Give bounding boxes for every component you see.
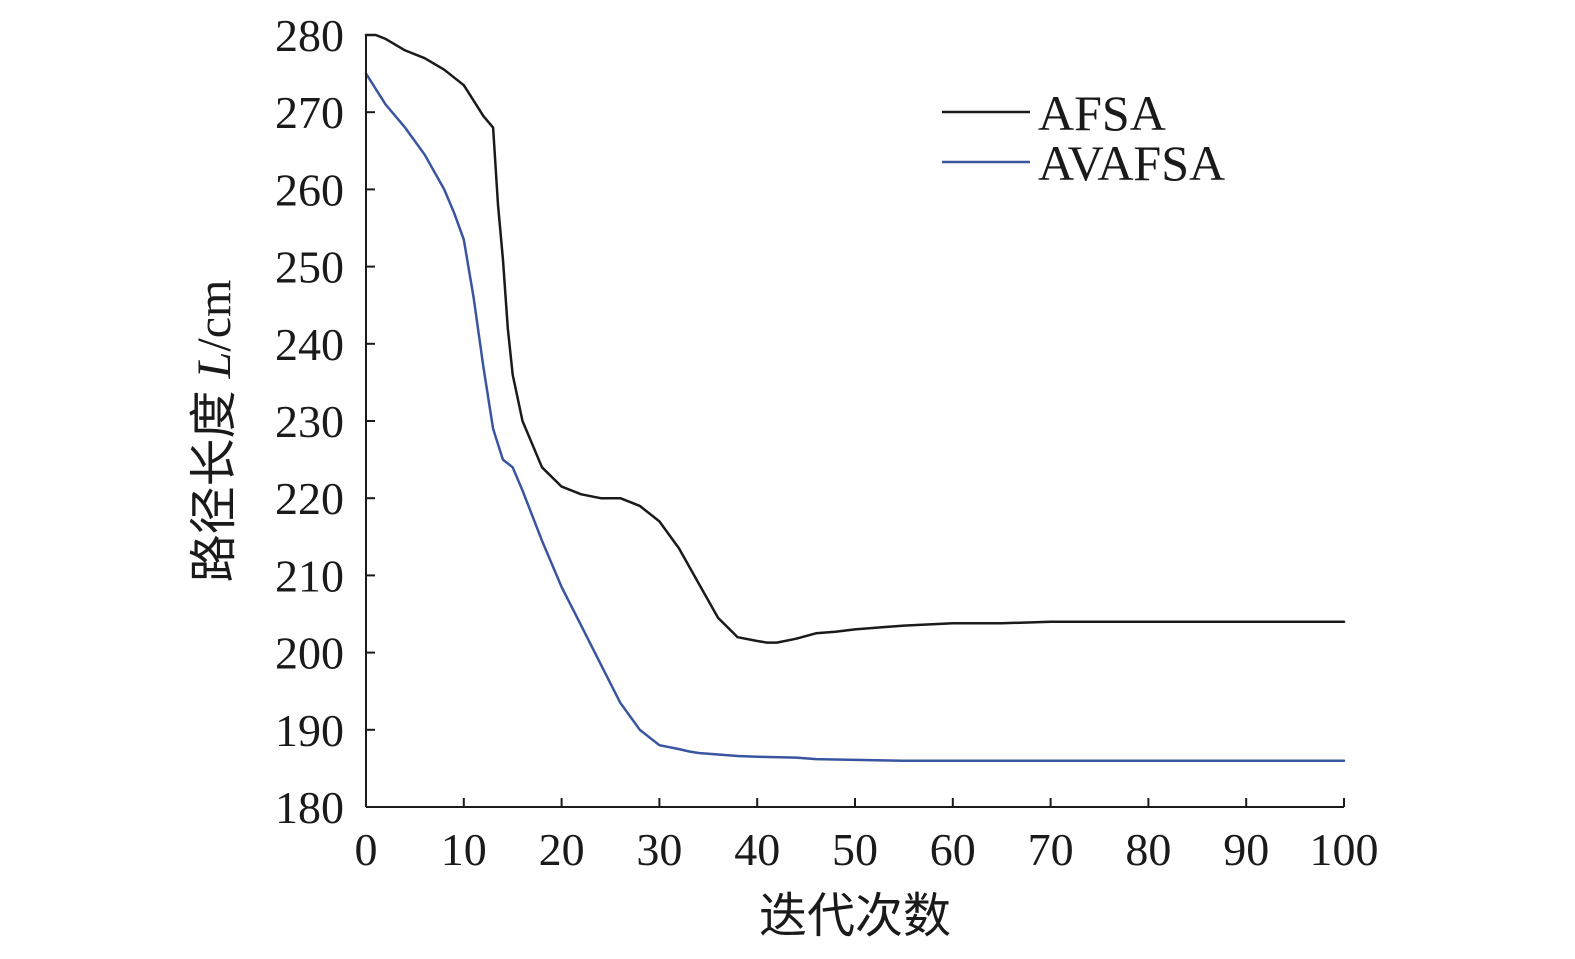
x-tick-label: 30 (636, 824, 682, 875)
x-tick-label: 100 (1310, 824, 1379, 875)
x-tick-label: 40 (734, 824, 780, 875)
x-tick-label: 70 (1028, 824, 1074, 875)
y-tick-label: 240 (275, 319, 344, 370)
x-axis-title: 迭代次数 (759, 890, 951, 943)
y-axis-title-text: 路径长度 (188, 378, 241, 582)
y-tick-label: 270 (275, 87, 344, 138)
y-tick-label: 250 (275, 242, 344, 293)
y-tick-label: 190 (275, 705, 344, 756)
y-tick-label: 210 (275, 550, 344, 601)
y-ticks: 180 190 200 210 220 230 240 250 260 270 280 (275, 10, 375, 833)
y-tick-label: 280 (275, 10, 344, 61)
legend-label: AFSA (1038, 85, 1166, 141)
y-axis-title: 路径长度 L/cm (188, 280, 241, 583)
series-layer (364, 33, 1346, 762)
y-tick-label: 260 (275, 164, 344, 215)
y-tick-label: 200 (275, 628, 344, 679)
series-line-avafsa (364, 72, 1346, 762)
y-tick-label: 180 (275, 782, 344, 833)
x-tick-label: 10 (441, 824, 487, 875)
series-line-afsa (364, 33, 1346, 644)
x-tick-label: 80 (1125, 824, 1171, 875)
y-tick-label: 230 (275, 396, 344, 447)
legend-label: AVAFSA (1038, 135, 1225, 191)
x-tick-label: 60 (930, 824, 976, 875)
y-tick-label: 220 (275, 473, 344, 524)
x-tick-label: 90 (1223, 824, 1269, 875)
x-tick-label: 50 (832, 824, 878, 875)
y-axis-title-variable: L (188, 352, 241, 380)
x-tick-label: 0 (355, 824, 378, 875)
x-ticks: 0 10 20 30 40 50 60 70 80 90 100 (355, 798, 1379, 875)
x-tick-label: 20 (539, 824, 585, 875)
y-axis-title-unit: /cm (188, 280, 241, 352)
